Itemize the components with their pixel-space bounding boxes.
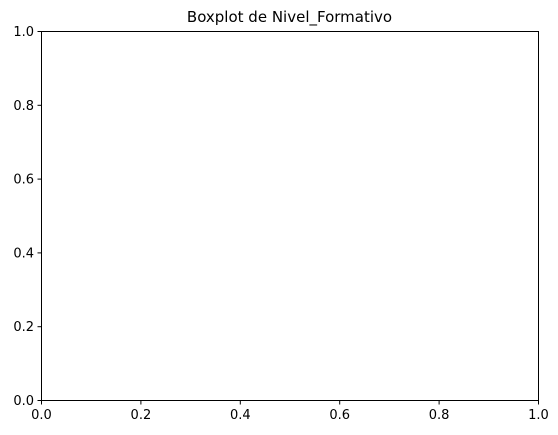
y-tick-label: 0.6 — [13, 173, 34, 188]
y-tick-label: 0.0 — [13, 394, 34, 409]
y-tick-label: 0.4 — [13, 246, 34, 261]
plot-area — [41, 31, 539, 401]
x-tick-label: 1.0 — [528, 408, 549, 423]
x-tick-label: 0.4 — [230, 408, 251, 423]
y-tick-label: 0.2 — [13, 320, 34, 335]
x-tick-label: 0.2 — [131, 408, 152, 423]
x-axis: 0.0 0.2 0.4 0.6 0.8 1.0 — [31, 400, 549, 423]
x-tick-label: 0.0 — [31, 408, 52, 423]
chart-title: Boxplot de Nivel_Formativo — [187, 8, 392, 27]
y-tick-label: 1.0 — [13, 25, 34, 40]
y-tick-label: 0.8 — [13, 99, 34, 114]
x-tick-label: 0.6 — [329, 408, 350, 423]
x-tick-label: 0.8 — [429, 408, 450, 423]
y-axis: 0.0 0.2 0.4 0.6 0.8 1.0 — [13, 25, 42, 409]
